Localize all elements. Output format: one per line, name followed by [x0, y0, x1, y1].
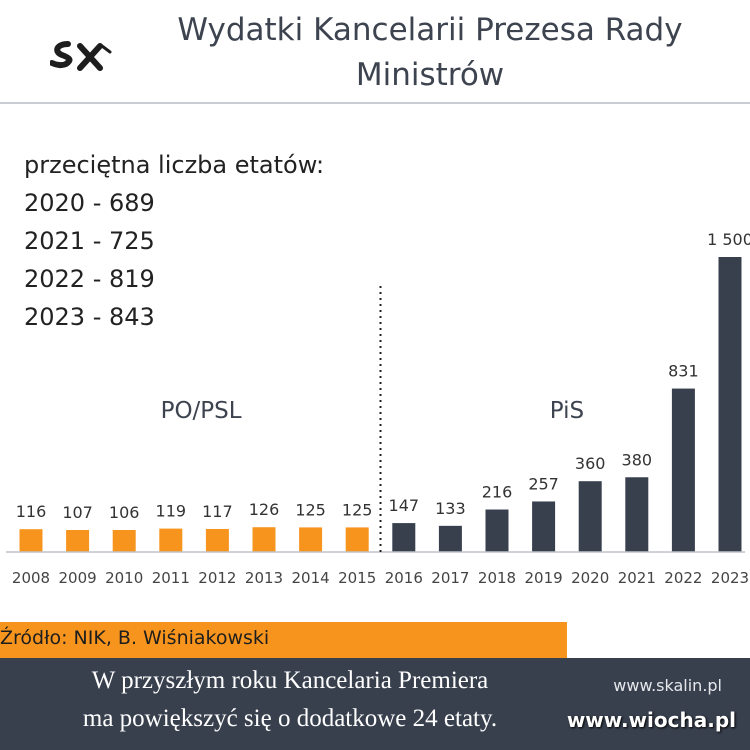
bar-2011: [159, 528, 183, 552]
tick-label-2021: 2021: [618, 569, 656, 587]
data-label-2012: 117: [202, 502, 233, 521]
data-label-2013: 126: [249, 500, 280, 519]
data-label-2010: 106: [109, 503, 140, 522]
title-line-1: Wydatki Kancelarii Prezesa Rady: [177, 12, 683, 48]
data-label-2022: 831: [668, 362, 699, 381]
data-label-2019: 257: [528, 474, 559, 493]
stats-line: 2023 - 843: [24, 303, 155, 331]
tick-label-2009: 2009: [59, 569, 97, 587]
bar-2019: [532, 501, 556, 552]
tick-label-2013: 2013: [245, 569, 283, 587]
footer-line-1: W przyszłym roku Kancelaria Premiera: [91, 667, 489, 694]
data-label-2018: 216: [482, 483, 513, 502]
page-title: Wydatki Kancelarii Prezesa Rady Ministró…: [150, 8, 710, 98]
bar-2009: [66, 530, 90, 552]
tick-label-2010: 2010: [105, 569, 143, 587]
tick-label-2017: 2017: [431, 569, 469, 587]
tick-label-2014: 2014: [292, 569, 330, 587]
stats-line: 2020 - 689: [24, 189, 155, 217]
tick-label-2018: 2018: [478, 569, 516, 587]
tick-label-2011: 2011: [152, 569, 190, 587]
data-label-2020: 360: [575, 454, 606, 473]
bar-2022: [671, 388, 695, 552]
title-divider: [0, 102, 750, 104]
tick-label-2016: 2016: [385, 569, 423, 587]
tick-label-2012: 2012: [198, 569, 236, 587]
bar-2020: [578, 481, 602, 552]
data-label-2008: 116: [16, 502, 47, 521]
tick-label-2023: 2023: [711, 569, 749, 587]
footer-bar: [0, 658, 750, 750]
bar-2016: [392, 523, 416, 552]
footer-line-2: ma powiększyć się o dodatkowe 24 etaty.: [82, 705, 498, 732]
data-label-2015: 125: [342, 500, 373, 519]
site-url[interactable]: www.skalin.pl: [613, 676, 722, 695]
stats-block: przeciętna liczba etatów: 2020 - 689 202…: [24, 146, 324, 336]
tick-label-2020: 2020: [571, 569, 609, 587]
group-label-pis: PiS: [550, 398, 584, 424]
bar-2023: [718, 257, 742, 552]
source-text: Źródło: NIK, B. Wiśniakowski: [0, 627, 270, 649]
group-label-po-psl: PO/PSL: [161, 398, 242, 424]
data-label-2016: 147: [389, 496, 420, 515]
source-bar: [0, 622, 567, 658]
stats-line: 2022 - 819: [24, 265, 155, 293]
bar-2008: [19, 529, 43, 552]
bar-2021: [625, 477, 649, 552]
title-line-2: Ministrów: [355, 57, 505, 93]
data-label-2017: 133: [435, 499, 466, 518]
bar-2013: [252, 527, 276, 552]
tick-label-2022: 2022: [664, 569, 702, 587]
bar-2010: [112, 530, 136, 552]
bar-2014: [299, 527, 323, 552]
footer-caption: W przyszłym roku Kancelaria Premiera ma …: [20, 662, 560, 738]
data-label-2023: 1 500: [707, 230, 750, 249]
data-label-2014: 125: [295, 500, 326, 519]
stats-heading: przeciętna liczba etatów:: [24, 151, 325, 179]
data-label-2021: 380: [622, 450, 653, 469]
watermark: www.wiocha.pl: [566, 708, 736, 732]
tick-label-2015: 2015: [338, 569, 376, 587]
bar-2015: [345, 527, 369, 552]
stats-line: 2021 - 725: [24, 227, 155, 255]
skalin-logo: [50, 41, 112, 71]
bar-2017: [438, 525, 462, 552]
tick-label-2019: 2019: [525, 569, 563, 587]
bar-2018: [485, 509, 509, 552]
bar-2012: [205, 528, 229, 552]
data-label-2011: 119: [156, 502, 187, 521]
data-label-2009: 107: [62, 503, 93, 522]
bar-chart: 116 2008 107 2009 106 2010 119 2011 117 2012 126 20…: [6, 230, 750, 587]
tick-label-2008: 2008: [12, 569, 50, 587]
